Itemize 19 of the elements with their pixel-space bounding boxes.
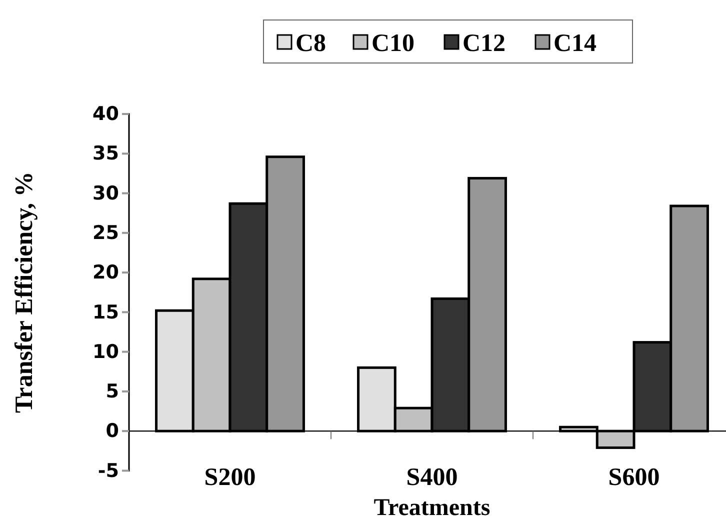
x-axis-title: Treatments xyxy=(374,495,490,521)
y-tick-label: 0 xyxy=(106,420,119,442)
y-axis-title: Transfer Efficiency, % xyxy=(11,172,38,414)
legend-label: C14 xyxy=(554,30,598,57)
y-tick-label: -5 xyxy=(98,460,119,482)
legend-label: C10 xyxy=(372,30,415,57)
x-tick-label: S200 xyxy=(204,464,256,491)
x-tick-label: S600 xyxy=(608,464,660,491)
legend-label: C8 xyxy=(296,30,326,57)
y-tick-label: 15 xyxy=(92,301,119,324)
x-tick-label: S400 xyxy=(406,464,458,491)
y-tick-label: 10 xyxy=(92,340,119,363)
y-tick-label: 35 xyxy=(92,142,119,165)
y-tick-label: 40 xyxy=(92,103,119,126)
y-tick-label: 20 xyxy=(92,262,119,284)
y-tick-label: 30 xyxy=(92,182,119,204)
y-tick-label: 5 xyxy=(106,380,119,403)
legend-label: C12 xyxy=(462,30,506,57)
y-tick-label: 25 xyxy=(92,222,119,244)
